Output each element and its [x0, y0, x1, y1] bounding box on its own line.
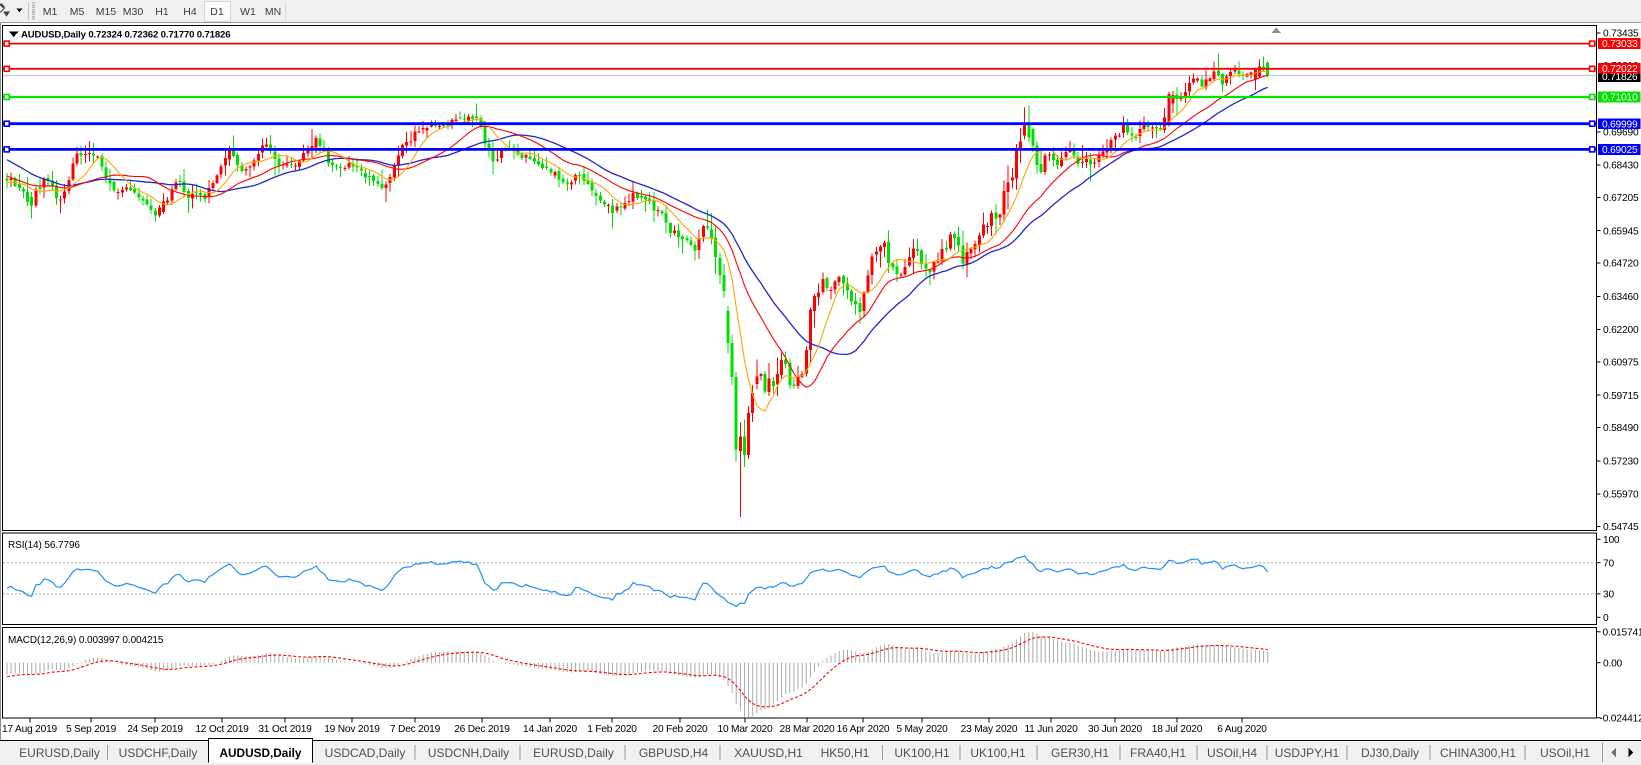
- svg-text:31 Oct 2019: 31 Oct 2019: [258, 724, 312, 735]
- svg-text:1 Feb 2020: 1 Feb 2020: [587, 724, 637, 735]
- svg-text:0.55970: 0.55970: [1603, 490, 1639, 501]
- svg-text:24 Sep 2019: 24 Sep 2019: [127, 724, 183, 735]
- svg-text:0.60975: 0.60975: [1603, 358, 1639, 369]
- svg-text:0.71826: 0.71826: [1602, 72, 1638, 83]
- svg-text:USDJPY,H1: USDJPY,H1: [1275, 746, 1340, 760]
- svg-text:AUDUSD,Daily: AUDUSD,Daily: [220, 746, 302, 760]
- svg-text:W1: W1: [240, 6, 256, 18]
- svg-text:GBPUSD,H4: GBPUSD,H4: [639, 746, 709, 760]
- svg-text:0.59715: 0.59715: [1603, 391, 1639, 402]
- svg-text:EURUSD,Daily: EURUSD,Daily: [533, 746, 614, 760]
- svg-text:MN: MN: [265, 6, 281, 18]
- svg-text:16 Apr 2020: 16 Apr 2020: [837, 724, 890, 735]
- svg-text:18 Jul 2020: 18 Jul 2020: [1152, 724, 1203, 735]
- svg-text:M30: M30: [123, 6, 144, 18]
- svg-text:UK100,H1: UK100,H1: [894, 746, 950, 760]
- svg-text:MACD(12,26,9) 0.003997 0.00421: MACD(12,26,9) 0.003997 0.004215: [8, 635, 164, 646]
- svg-text:CHINA300,H1: CHINA300,H1: [1440, 746, 1516, 760]
- svg-text:GER30,H1: GER30,H1: [1051, 746, 1109, 760]
- svg-text:USDCAD,Daily: USDCAD,Daily: [325, 746, 406, 760]
- svg-text:EURUSD,Daily: EURUSD,Daily: [19, 746, 100, 760]
- svg-text:0.65945: 0.65945: [1603, 226, 1639, 237]
- svg-text:0.68430: 0.68430: [1603, 161, 1639, 172]
- svg-text:70: 70: [1603, 558, 1614, 569]
- svg-text:26 Dec 2019: 26 Dec 2019: [454, 724, 510, 735]
- svg-text:DJ30,Daily: DJ30,Daily: [1361, 746, 1419, 760]
- svg-text:USOil,H1: USOil,H1: [1540, 746, 1590, 760]
- svg-text:10 Mar 2020: 10 Mar 2020: [717, 724, 773, 735]
- svg-text:0.69999: 0.69999: [1602, 119, 1638, 130]
- svg-text:XAUUSD,H1: XAUUSD,H1: [734, 746, 803, 760]
- svg-text:0.73033: 0.73033: [1602, 39, 1638, 50]
- svg-text:0.58490: 0.58490: [1603, 423, 1639, 434]
- svg-text:0.71010: 0.71010: [1602, 93, 1638, 104]
- svg-text:USDCHF,Daily: USDCHF,Daily: [119, 746, 198, 760]
- svg-text:0: 0: [1603, 613, 1609, 624]
- svg-text:0.73435: 0.73435: [1603, 29, 1639, 40]
- svg-text:UK100,H1: UK100,H1: [970, 746, 1026, 760]
- svg-text:M15: M15: [96, 6, 117, 18]
- svg-text:-0.024412: -0.024412: [1600, 713, 1641, 724]
- svg-text:H4: H4: [183, 6, 197, 18]
- svg-text:M5: M5: [70, 6, 85, 18]
- svg-text:17 Aug 2019: 17 Aug 2019: [2, 724, 58, 735]
- svg-text:USDCNH,Daily: USDCNH,Daily: [428, 746, 509, 760]
- svg-text:M1: M1: [43, 6, 58, 18]
- svg-text:0.72022: 0.72022: [1602, 64, 1638, 75]
- svg-text:H1: H1: [155, 6, 169, 18]
- svg-text:5 May 2020: 5 May 2020: [896, 724, 948, 735]
- svg-text:28 Mar 2020: 28 Mar 2020: [779, 724, 835, 735]
- svg-text:AUDUSD,Daily 0.72324 0.72362: AUDUSD,Daily 0.72324 0.72362 0.71770 0.7…: [21, 29, 230, 40]
- svg-text:30: 30: [1603, 590, 1614, 601]
- svg-text:7 Dec 2019: 7 Dec 2019: [390, 724, 441, 735]
- svg-text:12 Oct 2019: 12 Oct 2019: [195, 724, 249, 735]
- svg-text:6 Aug 2020: 6 Aug 2020: [1217, 724, 1267, 735]
- svg-text:USOil,H4: USOil,H4: [1207, 746, 1257, 760]
- svg-text:14 Jan 2020: 14 Jan 2020: [523, 724, 577, 735]
- svg-text:11 Jun 2020: 11 Jun 2020: [1024, 724, 1078, 735]
- svg-text:5 Sep 2019: 5 Sep 2019: [66, 724, 117, 735]
- svg-text:HK50,H1: HK50,H1: [821, 746, 870, 760]
- svg-text:D1: D1: [210, 6, 224, 18]
- svg-text:0.67205: 0.67205: [1603, 193, 1639, 204]
- svg-text:0.62200: 0.62200: [1603, 325, 1639, 336]
- svg-text:0.64720: 0.64720: [1603, 259, 1639, 270]
- svg-text:0.57230: 0.57230: [1603, 456, 1639, 467]
- svg-text:0.00: 0.00: [1603, 658, 1623, 669]
- svg-text:0.69025: 0.69025: [1602, 145, 1638, 156]
- svg-text:RSI(14) 56.7796: RSI(14) 56.7796: [8, 540, 80, 551]
- svg-text:FRA40,H1: FRA40,H1: [1130, 746, 1186, 760]
- svg-text:100: 100: [1603, 535, 1620, 546]
- svg-text:0.69690: 0.69690: [1603, 128, 1639, 139]
- svg-text:19 Nov 2019: 19 Nov 2019: [324, 724, 380, 735]
- svg-text:23 May 2020: 23 May 2020: [961, 724, 1018, 735]
- svg-text:20 Feb 2020: 20 Feb 2020: [652, 724, 708, 735]
- svg-text:0.54745: 0.54745: [1603, 522, 1639, 533]
- svg-text:0.015741: 0.015741: [1603, 627, 1641, 638]
- svg-text:0.63460: 0.63460: [1603, 292, 1639, 303]
- svg-text:30 Jun 2020: 30 Jun 2020: [1088, 724, 1142, 735]
